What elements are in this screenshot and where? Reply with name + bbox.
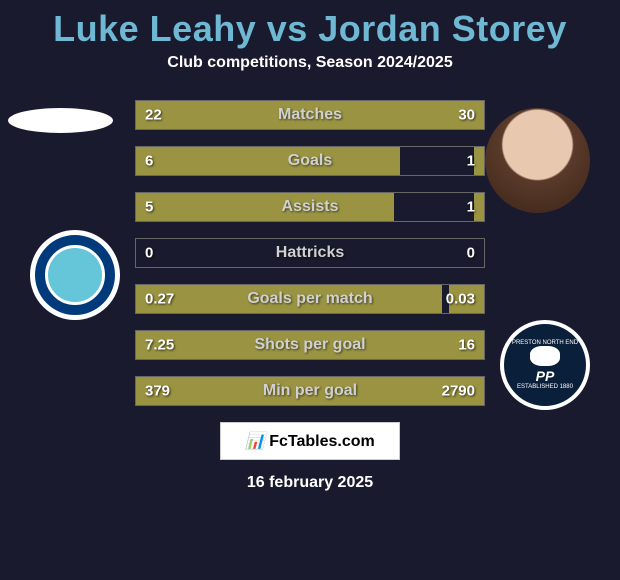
stat-value-left: 0 xyxy=(145,245,153,262)
stat-row: Shots per goal 7.25 16 xyxy=(135,330,485,360)
subtitle: Club competitions, Season 2024/2025 xyxy=(0,54,620,72)
stat-bar-left xyxy=(136,147,400,175)
stat-label: Hattricks xyxy=(276,244,344,262)
stat-row: Hattricks 0 0 xyxy=(135,238,485,268)
stat-value-right: 1 xyxy=(467,153,475,170)
page-title: Luke Leahy vs Jordan Storey xyxy=(0,0,620,54)
comparison-card: Luke Leahy vs Jordan Storey Club competi… xyxy=(0,0,620,580)
stat-row: Matches 22 30 xyxy=(135,100,485,130)
stat-value-right: 0 xyxy=(467,245,475,262)
stat-bars: Matches 22 30 Goals 6 1 Assists 5 1 Hattricks 0 0 Go… xyxy=(135,100,485,406)
crest-pp-text: PP xyxy=(536,368,555,384)
stat-row: Min per goal 379 2790 xyxy=(135,376,485,406)
chart-icon: 📊 xyxy=(245,433,265,450)
stat-row: Assists 5 1 xyxy=(135,192,485,222)
stat-value-right: 0.03 xyxy=(446,291,475,308)
stat-bar-gap xyxy=(394,193,474,221)
footer: 📊FcTables.com 16 february 2025 xyxy=(0,422,620,492)
stat-bar-left xyxy=(136,193,394,221)
stat-label: Assists xyxy=(282,198,339,216)
stat-row: Goals 6 1 xyxy=(135,146,485,176)
player-left-avatar xyxy=(8,108,113,133)
crest-left-inner-icon xyxy=(45,245,105,305)
stat-value-right: 30 xyxy=(458,107,475,124)
logo-text: FcTables.com xyxy=(269,433,375,450)
stat-value-right: 16 xyxy=(458,337,475,354)
stat-label: Goals per match xyxy=(247,290,372,308)
stat-bar-right xyxy=(474,193,484,221)
stat-value-left: 5 xyxy=(145,199,153,216)
crest-lamb-icon xyxy=(530,346,560,366)
player-right-crest: PRESTON NORTH END PP ESTABLISHED 1880 xyxy=(500,320,590,410)
stat-label: Min per goal xyxy=(263,382,357,400)
stat-label: Shots per goal xyxy=(254,336,365,354)
stats-zone: PRESTON NORTH END PP ESTABLISHED 1880 Ma… xyxy=(0,100,620,406)
player-right-avatar xyxy=(485,108,590,213)
stat-row: Goals per match 0.27 0.03 xyxy=(135,284,485,314)
fctables-logo: 📊FcTables.com xyxy=(220,422,399,460)
stat-label: Matches xyxy=(278,106,342,124)
stat-value-left: 7.25 xyxy=(145,337,174,354)
stat-label: Goals xyxy=(288,152,332,170)
stat-bar-right xyxy=(474,147,484,175)
stat-value-left: 6 xyxy=(145,153,153,170)
footer-date: 16 february 2025 xyxy=(0,474,620,492)
player-left-crest xyxy=(30,230,120,320)
stat-value-left: 379 xyxy=(145,383,170,400)
stat-value-right: 1 xyxy=(467,199,475,216)
stat-value-left: 0.27 xyxy=(145,291,174,308)
stat-value-right: 2790 xyxy=(442,383,475,400)
stat-bar-gap xyxy=(400,147,473,175)
crest-right-bottom-text: ESTABLISHED 1880 xyxy=(517,384,573,390)
stat-value-left: 22 xyxy=(145,107,162,124)
